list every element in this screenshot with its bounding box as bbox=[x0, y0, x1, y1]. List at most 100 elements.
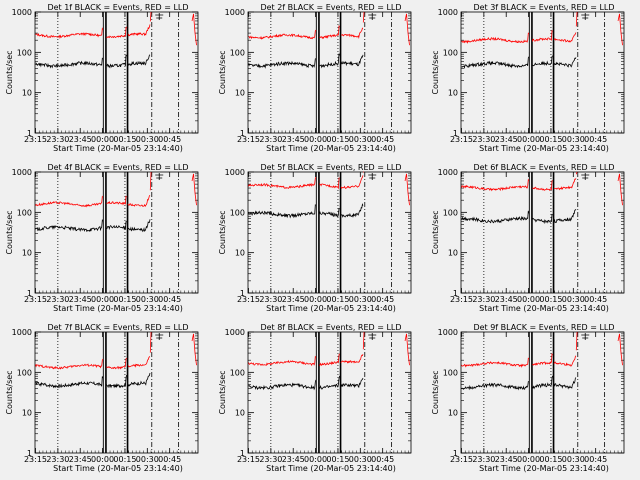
panel-title: Det 3f BLACK = Events, RED = LLD bbox=[473, 3, 614, 12]
x-tick-label: 23:45 bbox=[69, 455, 92, 464]
y-tick-label: 1000 bbox=[438, 8, 458, 17]
lld-series-line bbox=[461, 171, 623, 206]
y-tick-label: 1000 bbox=[225, 328, 245, 337]
x-tick-label: 23:15 bbox=[450, 135, 473, 144]
x-tick-label: 00:15 bbox=[539, 455, 562, 464]
x-tick-label: 00:30 bbox=[562, 295, 585, 304]
y-tick-label: 1000 bbox=[438, 168, 458, 177]
x-tick-label: 00:00 bbox=[517, 135, 540, 144]
y-tick-label: 1 bbox=[453, 289, 458, 298]
x-tick-label: 00:15 bbox=[113, 135, 136, 144]
x-tick-label: 00:45 bbox=[371, 295, 394, 304]
plot-frame bbox=[34, 331, 199, 454]
saa-marker-icon bbox=[155, 333, 164, 340]
y-tick-label: 1 bbox=[27, 289, 32, 298]
lld-series-line bbox=[35, 331, 197, 370]
saa-marker-icon bbox=[581, 333, 590, 340]
saa-marker-icon bbox=[581, 173, 590, 180]
x-tick-label: 00:45 bbox=[584, 135, 607, 144]
events-series-line bbox=[461, 208, 577, 224]
x-axis-label: Start Time (20-Mar-05 23:14:40) bbox=[266, 304, 396, 313]
x-tick-label: 00:45 bbox=[371, 455, 394, 464]
events-series-line bbox=[35, 54, 151, 69]
x-tick-label: 00:30 bbox=[349, 135, 372, 144]
panel-title: Det 6f BLACK = Events, RED = LLD bbox=[473, 163, 614, 172]
x-tick-label: 00:15 bbox=[326, 455, 349, 464]
x-tick-label: 00:45 bbox=[584, 295, 607, 304]
detector-panel-8: Det 8f BLACK = Events, RED = LLD 1 10 100 10… bbox=[218, 323, 412, 473]
y-tick-label: 1 bbox=[453, 449, 458, 458]
lld-series-line bbox=[248, 11, 410, 46]
lld-series-line bbox=[35, 11, 197, 46]
detector-panel-9: Det 9f BLACK = Events, RED = LLD 1 10 100 10… bbox=[431, 323, 625, 473]
x-tick-label: 00:00 bbox=[91, 295, 114, 304]
lld-series-line bbox=[461, 331, 623, 368]
plot-frame bbox=[460, 171, 625, 294]
y-axis-label: Counts/sec bbox=[431, 210, 440, 254]
x-tick-label: 00:00 bbox=[517, 455, 540, 464]
x-tick-label: 23:45 bbox=[282, 135, 305, 144]
y-tick-label: 10 bbox=[448, 409, 458, 418]
y-axis-label: Counts/sec bbox=[431, 370, 440, 414]
x-axis-label: Start Time (20-Mar-05 23:14:40) bbox=[53, 464, 183, 473]
y-tick-label: 10 bbox=[448, 89, 458, 98]
y-tick-label: 1000 bbox=[225, 168, 245, 177]
detector-panel-6: Det 6f BLACK = Events, RED = LLD 1 10 100 10… bbox=[431, 163, 625, 313]
x-tick-label: 00:00 bbox=[517, 295, 540, 304]
lld-series-line bbox=[248, 171, 410, 206]
plot-frame bbox=[247, 331, 412, 454]
x-tick-label: 00:30 bbox=[562, 135, 585, 144]
panel-title: Det 1f BLACK = Events, RED = LLD bbox=[47, 3, 188, 12]
y-tick-label: 1000 bbox=[438, 328, 458, 337]
y-tick-label: 1000 bbox=[12, 168, 32, 177]
y-tick-label: 10 bbox=[448, 249, 458, 258]
lld-series-line bbox=[461, 11, 623, 46]
y-tick-label: 1 bbox=[240, 129, 245, 138]
y-axis-label: Counts/sec bbox=[5, 210, 14, 254]
y-axis-label: Counts/sec bbox=[218, 50, 227, 94]
panel-title: Det 4f BLACK = Events, RED = LLD bbox=[47, 163, 188, 172]
x-tick-label: 23:15 bbox=[24, 455, 47, 464]
x-tick-label: 00:15 bbox=[113, 455, 136, 464]
x-tick-label: 00:15 bbox=[326, 135, 349, 144]
events-series-line bbox=[35, 372, 151, 389]
y-tick-label: 100 bbox=[17, 48, 32, 57]
panel-title: Det 2f BLACK = Events, RED = LLD bbox=[260, 3, 401, 12]
x-tick-label: 23:30 bbox=[46, 295, 69, 304]
y-tick-label: 1 bbox=[240, 449, 245, 458]
events-series-line bbox=[461, 375, 577, 391]
detector-panel-5: Det 5f BLACK = Events, RED = LLD 1 10 100 10… bbox=[218, 163, 412, 313]
x-tick-label: 00:15 bbox=[539, 135, 562, 144]
plot-frame bbox=[247, 11, 412, 134]
x-tick-label: 00:45 bbox=[371, 135, 394, 144]
y-tick-label: 1000 bbox=[12, 8, 32, 17]
y-tick-label: 100 bbox=[443, 368, 458, 377]
x-tick-label: 00:45 bbox=[584, 455, 607, 464]
x-axis-label: Start Time (20-Mar-05 23:14:40) bbox=[53, 304, 183, 313]
x-tick-label: 23:15 bbox=[24, 135, 47, 144]
saa-marker-icon bbox=[368, 333, 377, 340]
x-axis-label: Start Time (20-Mar-05 23:14:40) bbox=[479, 464, 609, 473]
y-axis-label: Counts/sec bbox=[218, 370, 227, 414]
x-axis-label: Start Time (20-Mar-05 23:14:40) bbox=[266, 144, 396, 153]
y-tick-label: 10 bbox=[235, 89, 245, 98]
y-tick-label: 10 bbox=[235, 409, 245, 418]
y-tick-label: 100 bbox=[443, 208, 458, 217]
lld-series-line bbox=[248, 331, 410, 367]
y-tick-label: 100 bbox=[17, 368, 32, 377]
x-tick-label: 00:45 bbox=[158, 455, 181, 464]
x-tick-label: 00:00 bbox=[304, 455, 327, 464]
x-axis-label: Start Time (20-Mar-05 23:14:40) bbox=[479, 144, 609, 153]
x-tick-label: 00:30 bbox=[136, 135, 159, 144]
events-series-line bbox=[248, 375, 364, 391]
y-tick-label: 1000 bbox=[225, 8, 245, 17]
x-tick-label: 23:15 bbox=[450, 455, 473, 464]
x-tick-label: 00:00 bbox=[91, 135, 114, 144]
events-series-line bbox=[35, 218, 151, 233]
events-series-line bbox=[248, 203, 364, 219]
x-tick-label: 23:45 bbox=[282, 455, 305, 464]
detector-panel-1: Det 1f BLACK = Events, RED = LLD 1 10 100 10… bbox=[5, 3, 199, 153]
plot-frame bbox=[247, 171, 412, 294]
events-series-line bbox=[248, 53, 364, 69]
